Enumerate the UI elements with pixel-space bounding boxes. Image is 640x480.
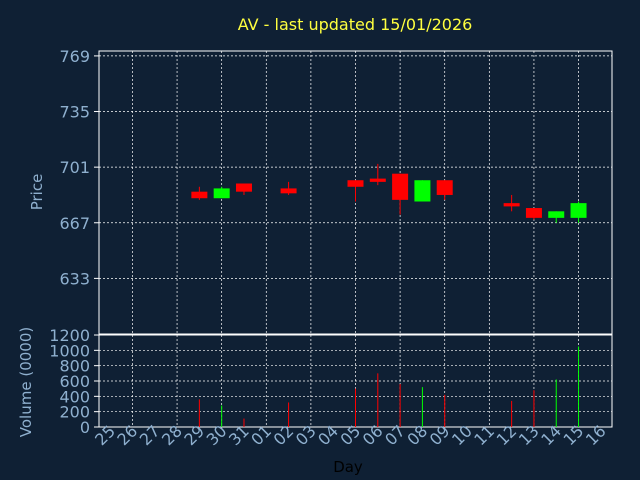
candle xyxy=(347,180,364,202)
candle xyxy=(570,201,587,223)
candle-body xyxy=(570,203,587,218)
volume-tick-label: 1000 xyxy=(49,341,90,360)
candle-body xyxy=(191,191,208,199)
candle xyxy=(213,186,230,199)
volume-tick-label: 1200 xyxy=(49,326,90,345)
volume-tick-label: 200 xyxy=(59,403,90,422)
candle xyxy=(280,181,297,195)
candle xyxy=(392,173,409,215)
volume-tick-label: 800 xyxy=(59,357,90,376)
candle-body xyxy=(414,180,431,202)
candle-body xyxy=(213,188,230,199)
volume-tick-label: 400 xyxy=(59,387,90,406)
candle-body xyxy=(347,180,364,187)
candle xyxy=(191,186,208,200)
candles xyxy=(191,163,587,223)
volume-axis-label: Volume (0000) xyxy=(17,327,35,437)
candle-body xyxy=(525,208,542,218)
x-ticks: 2526272829303101020304050607080910111213… xyxy=(91,421,610,449)
candle xyxy=(414,180,431,202)
candle-body xyxy=(280,188,297,194)
price-tick-label: 667 xyxy=(59,214,90,233)
candle-body xyxy=(369,178,386,182)
candle xyxy=(235,183,252,195)
price-y-ticks: 769 735 701 667 633 xyxy=(59,47,99,288)
price-panel: 769 735 701 667 633 xyxy=(59,47,613,335)
candle-body xyxy=(436,180,453,195)
candle-body xyxy=(548,211,565,218)
volume-tick-label: 0 xyxy=(80,418,90,437)
x-axis-label: Day xyxy=(333,458,363,476)
x-tick-label: 16 xyxy=(582,421,610,449)
candle-body xyxy=(235,183,252,192)
price-tick-label: 633 xyxy=(59,269,90,288)
price-tick-label: 701 xyxy=(59,158,90,177)
price-axis-label: Price xyxy=(28,174,46,211)
volume-tick-label: 600 xyxy=(59,372,90,391)
candle xyxy=(436,180,453,200)
volume-bars xyxy=(198,346,580,427)
price-tick-label: 769 xyxy=(59,47,90,66)
candle xyxy=(369,163,386,186)
candle-body xyxy=(503,203,520,207)
candle xyxy=(548,211,565,223)
candle xyxy=(503,194,520,212)
candle xyxy=(525,208,542,220)
price-tick-label: 735 xyxy=(59,103,90,122)
chart-title: AV - last updated 15/01/2026 xyxy=(238,15,473,34)
candle-body xyxy=(392,173,409,200)
